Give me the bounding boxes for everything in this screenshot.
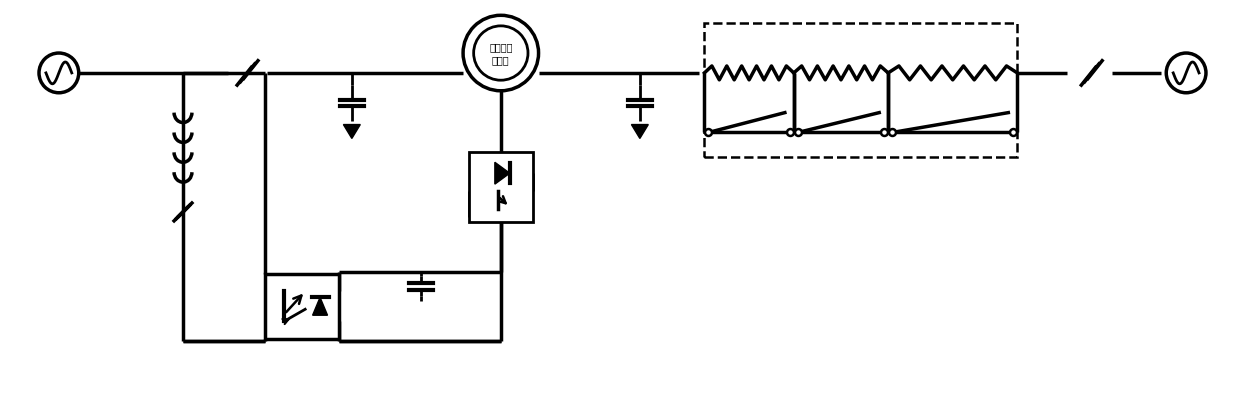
- Polygon shape: [343, 125, 361, 138]
- Text: 变压器: 变压器: [492, 55, 510, 65]
- Circle shape: [463, 15, 538, 91]
- Bar: [704, 23, 1017, 158]
- Polygon shape: [312, 298, 327, 315]
- Polygon shape: [495, 162, 510, 184]
- Text: 可变频率: 可变频率: [489, 42, 512, 52]
- Polygon shape: [631, 125, 649, 138]
- Bar: [265, 274, 340, 339]
- Bar: [469, 152, 533, 222]
